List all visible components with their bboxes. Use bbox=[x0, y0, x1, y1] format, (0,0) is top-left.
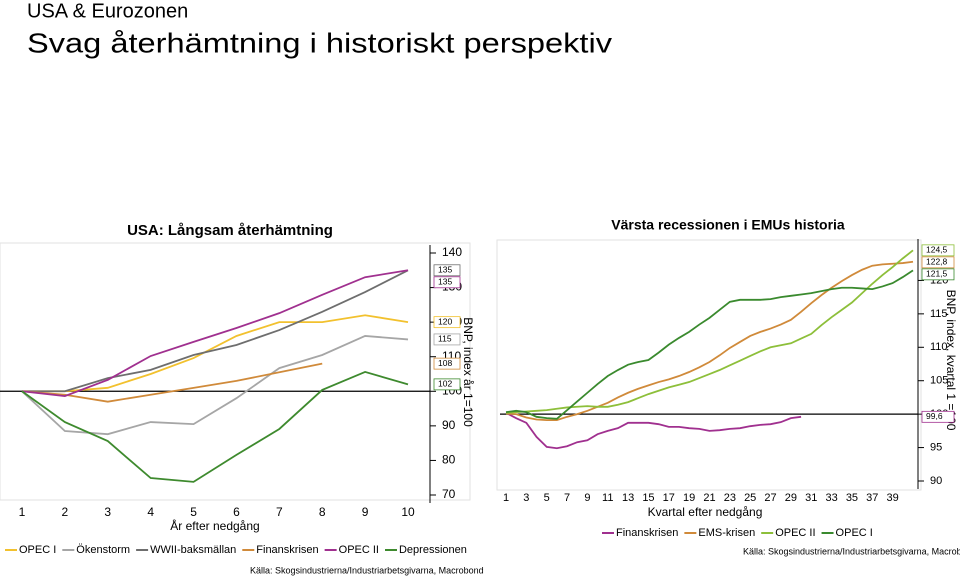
x-tick-label: 35 bbox=[846, 492, 858, 504]
end-label-box bbox=[921, 256, 955, 269]
y-tick-label: 115 bbox=[930, 308, 948, 320]
series-line bbox=[22, 314, 409, 393]
x-tick-label: 2 bbox=[62, 505, 69, 519]
legend-label: OPEC II bbox=[339, 544, 379, 556]
x-tick-label: 33 bbox=[825, 492, 837, 504]
x-tick-label: 37 bbox=[866, 492, 878, 504]
x-tick-label: 31 bbox=[805, 492, 817, 504]
series-line bbox=[505, 412, 802, 450]
end-label-box bbox=[921, 410, 955, 423]
end-label-box bbox=[433, 357, 461, 370]
legend-label: Finanskrisen bbox=[616, 527, 678, 539]
end-label: 115 bbox=[438, 334, 452, 344]
y-tick-label: 140 bbox=[442, 245, 462, 259]
x-tick-label: 9 bbox=[584, 492, 590, 504]
legend-label: Finanskrisen bbox=[256, 544, 318, 556]
end-label-box bbox=[433, 264, 461, 277]
legend-label: OPEC I bbox=[836, 527, 873, 539]
y-tick-label: 110 bbox=[930, 341, 948, 353]
x-tick-label: 1 bbox=[19, 505, 26, 519]
x-tick-label: 6 bbox=[233, 505, 240, 519]
legend-label: Depressionen bbox=[399, 544, 467, 556]
end-label: 124,5 bbox=[926, 245, 948, 255]
legend-label: EMS-krisen bbox=[698, 527, 755, 539]
series-line bbox=[505, 260, 914, 422]
x-tick-label: 4 bbox=[147, 505, 154, 519]
x-tick-label: 25 bbox=[744, 492, 756, 504]
y-tick-label: 95 bbox=[930, 441, 942, 453]
x-tick-label: 19 bbox=[683, 492, 695, 504]
x-tick-label: 27 bbox=[764, 492, 776, 504]
legend-label: OPEC II bbox=[775, 527, 815, 539]
end-label-box bbox=[433, 316, 461, 329]
x-tick-label: 29 bbox=[785, 492, 797, 504]
x-tick-label: 1 bbox=[503, 492, 509, 504]
end-label: 108 bbox=[438, 358, 452, 368]
series-line bbox=[21, 370, 409, 483]
end-label-box bbox=[921, 268, 955, 281]
x-tick-label: 9 bbox=[362, 505, 369, 519]
source-note: Källa: Skogsindustrierna/Industriarbetsg… bbox=[743, 546, 960, 556]
x-tick-label: 5 bbox=[190, 505, 197, 519]
left-frame bbox=[0, 242, 471, 501]
y-axis-label: BNP, index, kvartal 1 =100 bbox=[944, 290, 958, 431]
end-label-box bbox=[921, 244, 955, 257]
x-tick-label: 3 bbox=[104, 505, 111, 519]
end-label: 99,6 bbox=[926, 411, 943, 421]
legend-label: WWII-baksmällan bbox=[150, 544, 236, 556]
x-tick-label: 21 bbox=[703, 492, 715, 504]
slide-title: Svag återhämtning i historiskt perspekti… bbox=[27, 27, 612, 58]
chart-title: USA: Långsam återhämtning bbox=[127, 222, 333, 239]
y-tick-label: 70 bbox=[442, 487, 456, 501]
y-tick-label: 90 bbox=[930, 475, 942, 487]
y-tick-label: 105 bbox=[930, 375, 948, 387]
x-tick-label: 11 bbox=[602, 492, 613, 504]
x-axis-label: Kvartal efter nedgång bbox=[648, 505, 763, 519]
series-line bbox=[22, 269, 409, 393]
x-tick-label: 17 bbox=[663, 492, 675, 504]
x-tick-label: 15 bbox=[642, 492, 654, 504]
end-label: 135 bbox=[438, 265, 452, 275]
end-label-box bbox=[433, 333, 461, 346]
x-axis-label: År efter nedgång bbox=[170, 518, 259, 533]
x-tick-label: 8 bbox=[319, 505, 326, 519]
x-tick-label: 3 bbox=[523, 492, 529, 504]
chart-title: Värsta recessionen i EMUs historia bbox=[611, 217, 845, 233]
end-label: 120 bbox=[438, 316, 452, 326]
y-tick-label: 90 bbox=[442, 418, 456, 432]
x-tick-label: 5 bbox=[544, 492, 550, 504]
series-line bbox=[21, 269, 409, 398]
end-label: 135 bbox=[438, 277, 452, 287]
end-label: 121,5 bbox=[926, 269, 948, 279]
x-tick-label: 13 bbox=[622, 492, 634, 504]
y-tick-label: 80 bbox=[442, 453, 456, 467]
right-frame bbox=[496, 239, 922, 491]
series-line bbox=[505, 249, 914, 414]
legend-label: Ökenstorm bbox=[76, 544, 130, 556]
x-tick-label: 7 bbox=[276, 505, 283, 519]
legend-label: OPEC I bbox=[19, 544, 56, 556]
end-label: 122,8 bbox=[926, 257, 948, 267]
series-line bbox=[505, 269, 914, 420]
end-label-box bbox=[433, 276, 461, 289]
x-tick-label: 10 bbox=[401, 505, 415, 519]
end-label-box bbox=[433, 378, 461, 391]
series-line bbox=[21, 362, 323, 403]
source-note: Källa: Skogsindustrierna/Industriarbetsg… bbox=[250, 565, 484, 575]
end-label: 102 bbox=[438, 379, 452, 389]
x-tick-label: 7 bbox=[564, 492, 570, 504]
slide-kicker: USA & Eurozonen bbox=[27, 0, 188, 22]
y-axis-label: BNP, index år 1=100 bbox=[461, 317, 475, 427]
series-line bbox=[21, 335, 409, 436]
x-tick-label: 23 bbox=[724, 492, 736, 504]
x-tick-label: 39 bbox=[887, 492, 899, 504]
